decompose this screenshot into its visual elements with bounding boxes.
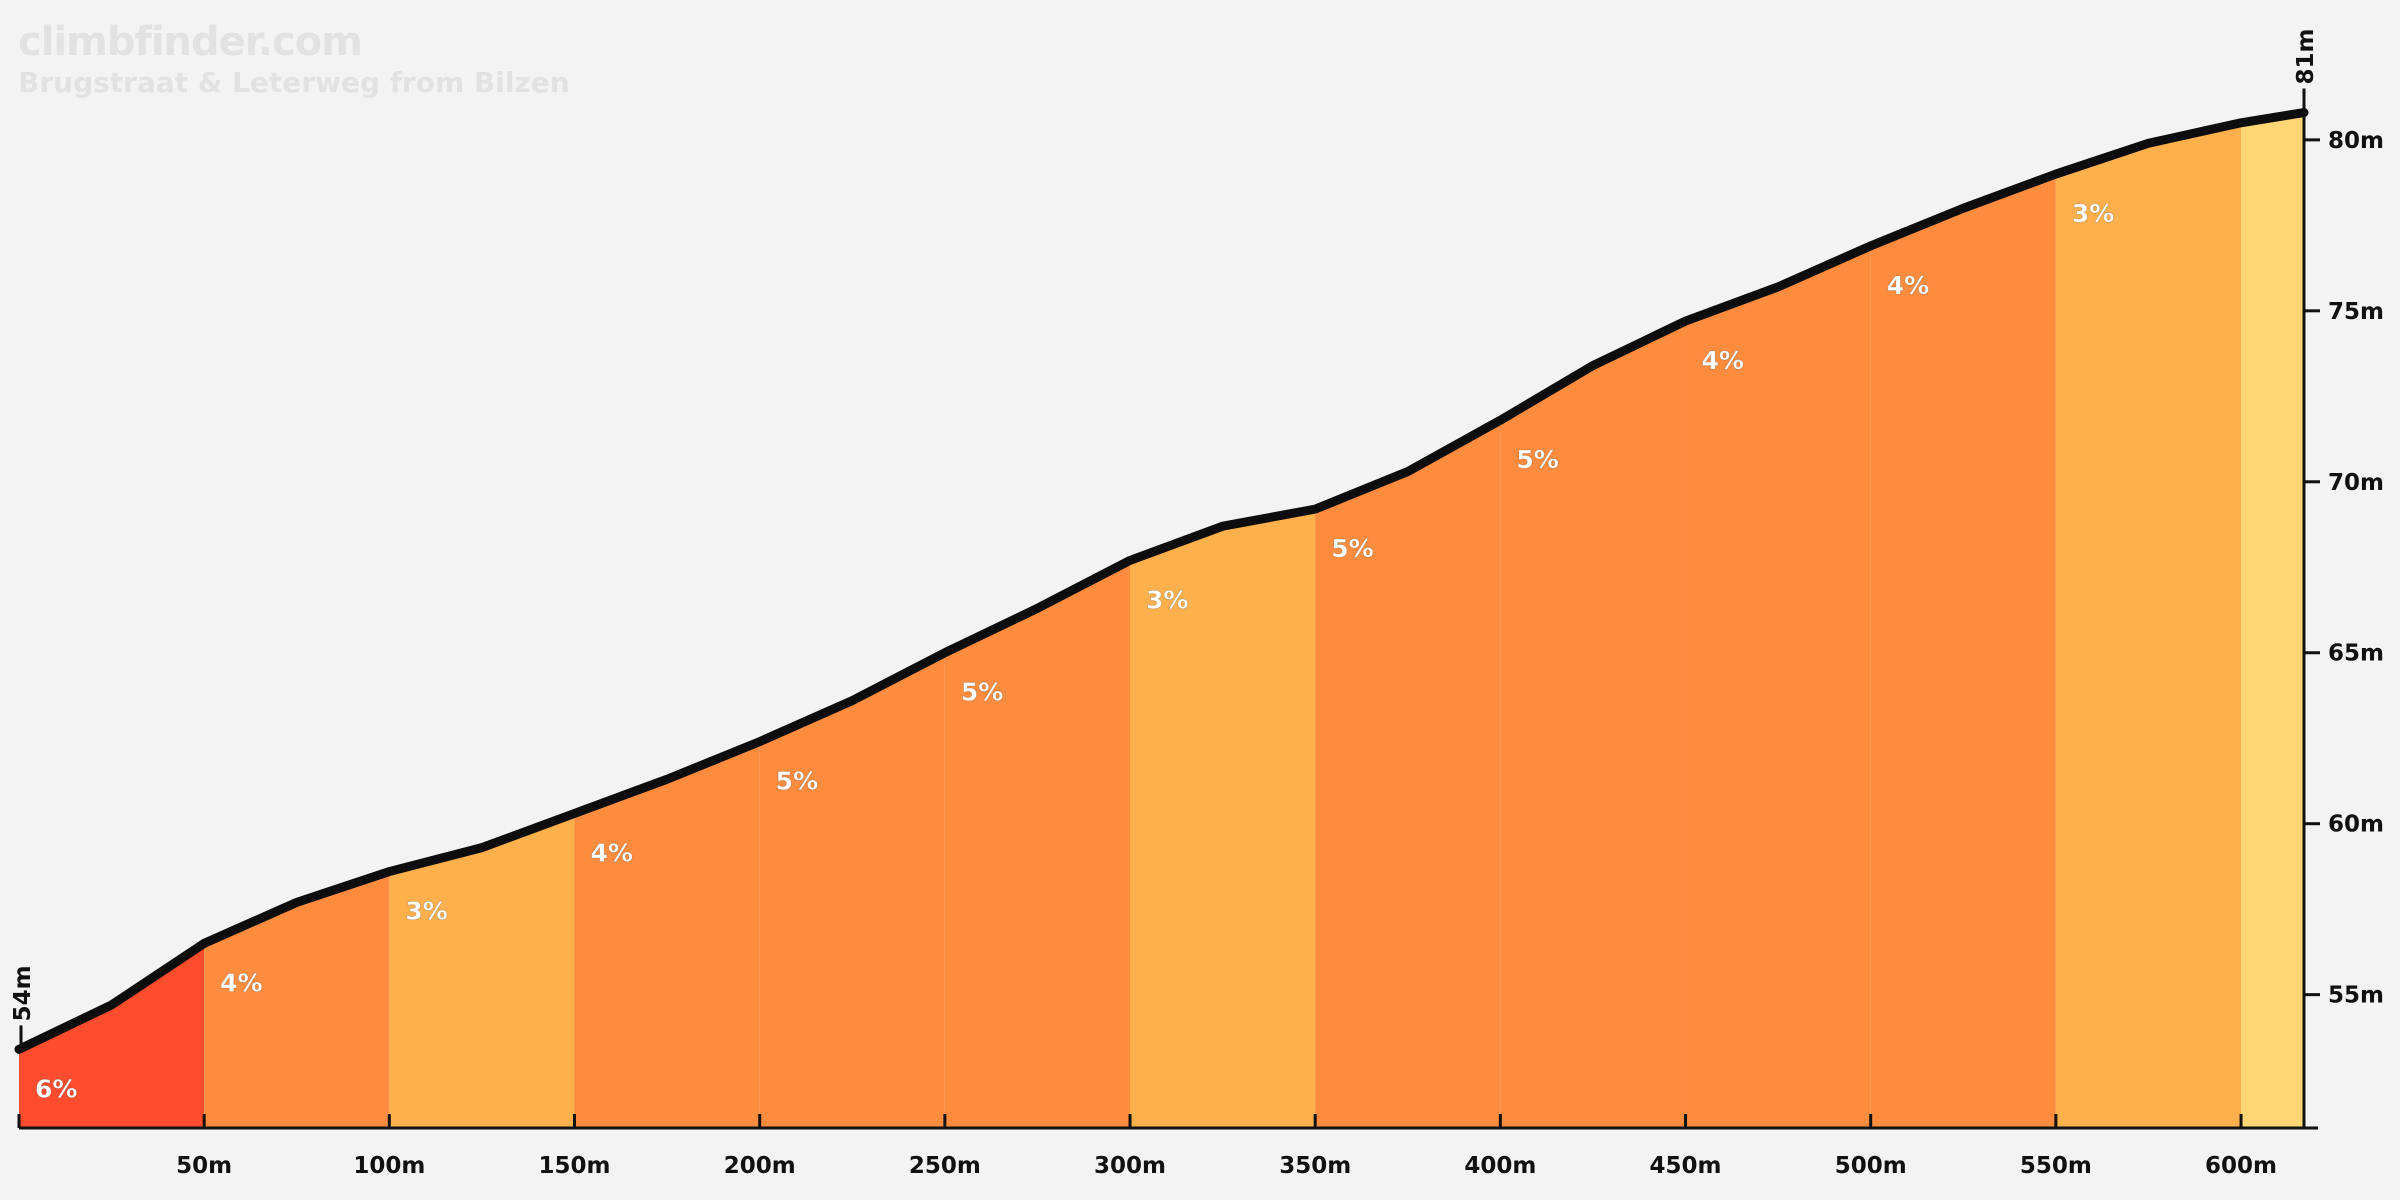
grade-segment-8 xyxy=(1500,321,1686,1128)
grade-segment-3 xyxy=(574,741,760,1128)
y-tick-label-80: 80m xyxy=(2328,128,2384,154)
site-title: climbfinder.com xyxy=(18,19,363,65)
x-tick-label-600: 600m xyxy=(2205,1153,2277,1179)
grade-label-4: 5% xyxy=(776,767,818,796)
x-tick-label-400: 400m xyxy=(1464,1153,1536,1179)
climb-title: Brugstraat & Leterweg from Bilzen xyxy=(18,66,570,99)
x-tick-label-550: 550m xyxy=(2020,1153,2092,1179)
grade-label-11: 3% xyxy=(2072,199,2114,228)
x-tick-label-50: 50m xyxy=(176,1153,232,1179)
grade-label-5: 5% xyxy=(961,678,1003,707)
x-tick-label-300: 300m xyxy=(1094,1153,1166,1179)
grade-segment-6 xyxy=(1130,509,1316,1128)
grade-label-0: 6% xyxy=(35,1074,77,1103)
grade-label-3: 4% xyxy=(591,838,633,867)
grade-segment-5 xyxy=(944,560,1131,1128)
grade-label-7: 5% xyxy=(1331,534,1373,563)
grade-segment-1 xyxy=(204,871,390,1128)
grade-segment-10 xyxy=(1870,174,2056,1129)
y-tick-label-70: 70m xyxy=(2328,470,2384,496)
x-tick-label-150: 150m xyxy=(539,1153,611,1179)
y-tick-label-60: 60m xyxy=(2328,812,2384,838)
x-tick-label-250: 250m xyxy=(909,1153,981,1179)
y-tick-label-65: 65m xyxy=(2328,641,2384,667)
x-tick-label-500: 500m xyxy=(1835,1153,1907,1179)
grade-segment-7 xyxy=(1315,420,1501,1128)
end-elevation-label: 81m xyxy=(2293,29,2319,85)
grade-segment-4 xyxy=(759,652,945,1128)
grade-segment-11 xyxy=(2055,122,2242,1128)
y-tick-label-75: 75m xyxy=(2328,299,2384,325)
grade-label-6: 3% xyxy=(1146,585,1188,614)
x-tick-label-350: 350m xyxy=(1279,1153,1351,1179)
start-elevation-label: 54m xyxy=(10,965,36,1021)
grade-segment-2 xyxy=(389,813,575,1128)
profile-line xyxy=(14,108,2309,1054)
grade-label-9: 4% xyxy=(1702,346,1744,375)
grade-label-1: 4% xyxy=(220,968,262,997)
x-tick-label-450: 450m xyxy=(1650,1153,1722,1179)
grade-segment-12 xyxy=(2241,112,2304,1129)
x-tick-label-200: 200m xyxy=(724,1153,796,1179)
header: climbfinder.com Brugstraat & Leterweg fr… xyxy=(18,18,570,100)
y-tick-label-55: 55m xyxy=(2328,983,2384,1009)
grade-segment-9 xyxy=(1685,245,1871,1128)
grade-segment-0 xyxy=(19,943,205,1128)
grade-label-2: 3% xyxy=(405,897,447,926)
x-tick-label-100: 100m xyxy=(353,1153,425,1179)
grade-label-8: 5% xyxy=(1516,445,1558,474)
grade-label-10: 4% xyxy=(1887,271,1929,300)
